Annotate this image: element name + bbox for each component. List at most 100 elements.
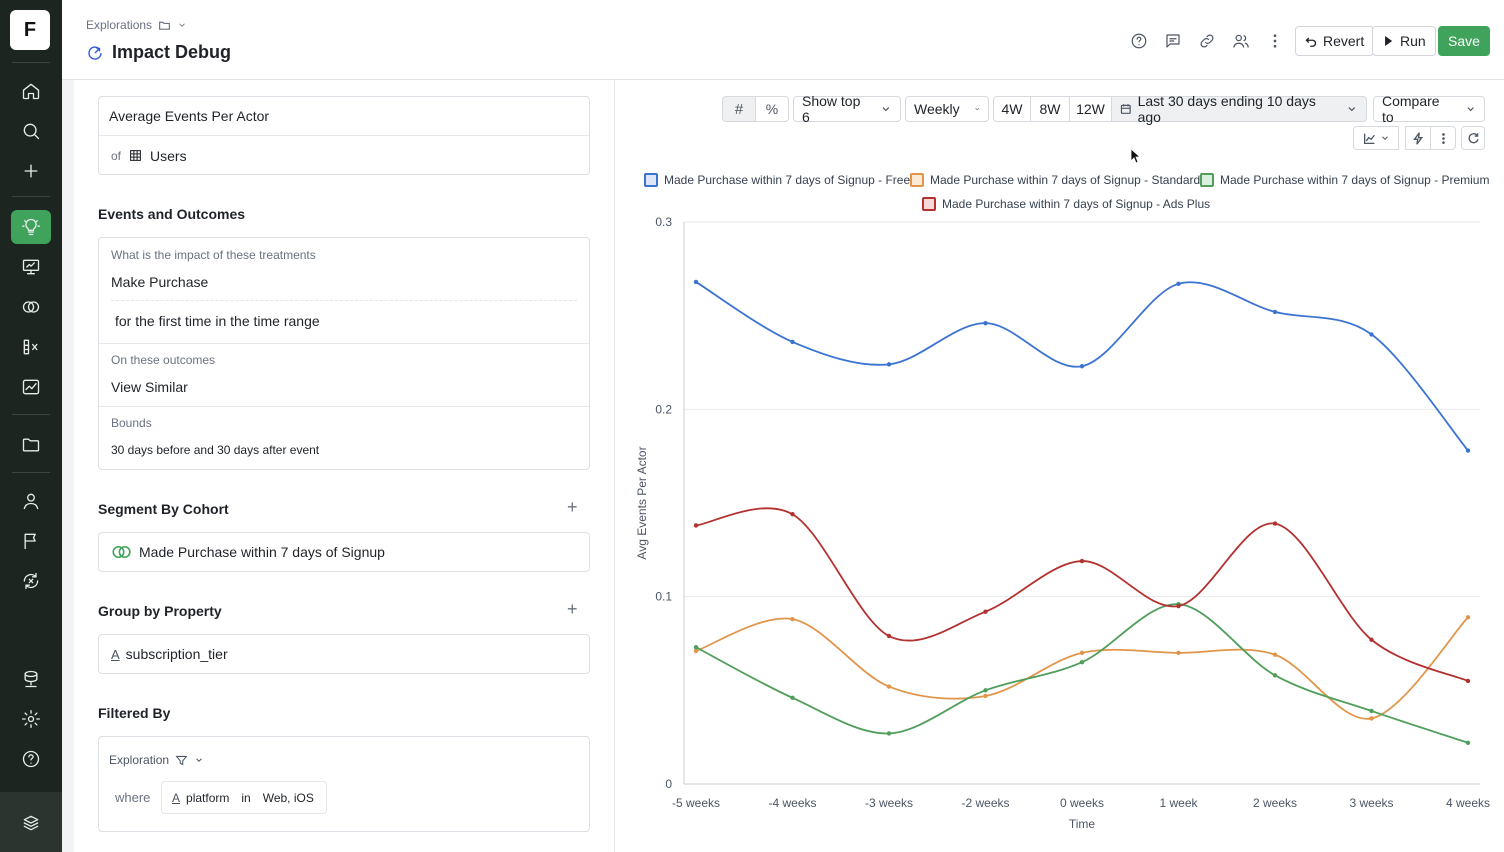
- treatments-label: What is the impact of these treatments: [111, 248, 316, 262]
- series-point-2: [886, 731, 892, 736]
- text-property-icon: A: [111, 646, 120, 662]
- series-line-1: [695, 616, 1469, 720]
- x-tick-label: 1 week: [1159, 796, 1198, 810]
- folder-icon[interactable]: [158, 19, 171, 32]
- lightbulb-icon[interactable]: [11, 210, 51, 244]
- chevron-down-icon: [1381, 136, 1388, 140]
- refresh-icon: [1468, 132, 1479, 143]
- app-logo[interactable]: F: [10, 10, 50, 50]
- x-tick-label: -2 weeks: [961, 796, 1009, 810]
- chart-more-button[interactable]: [1430, 126, 1456, 150]
- legend-swatch: [1200, 173, 1214, 187]
- database-icon[interactable]: [11, 662, 51, 696]
- legend-item-premium[interactable]: Made Purchase within 7 days of Signup - …: [1200, 173, 1489, 187]
- refresh-button[interactable]: [1461, 126, 1485, 150]
- insights-button[interactable]: [1405, 126, 1431, 150]
- range-4w-button[interactable]: 4W: [993, 96, 1031, 122]
- folder-icon[interactable]: [11, 428, 51, 462]
- add-segment-button[interactable]: +: [567, 497, 578, 517]
- plus-icon[interactable]: [11, 154, 51, 188]
- revert-button[interactable]: Revert: [1295, 26, 1375, 56]
- filter-operator[interactable]: in: [241, 790, 251, 805]
- rail-divider: [12, 196, 50, 197]
- experiments-icon[interactable]: [11, 564, 51, 598]
- breadcrumb-label[interactable]: Explorations: [86, 18, 153, 32]
- entity-label[interactable]: Users: [150, 147, 187, 164]
- filter-scope[interactable]: Exploration: [109, 753, 170, 767]
- bounds-value[interactable]: 30 days before and 30 days after event: [111, 443, 320, 457]
- play-icon: [1385, 35, 1393, 47]
- comment-icon[interactable]: [1162, 28, 1184, 54]
- treatment-event[interactable]: Make Purchase: [111, 274, 209, 290]
- compare-dropdown[interactable]: Compare to: [1373, 93, 1485, 125]
- series-point-2: [693, 645, 699, 650]
- chevron-down-icon: [1467, 107, 1474, 112]
- series-point-0: [1369, 332, 1374, 337]
- legend-label: Made Purchase within 7 days of Signup - …: [664, 173, 911, 187]
- run-button[interactable]: Run: [1372, 26, 1436, 56]
- number-format-button[interactable]: #: [722, 96, 756, 122]
- flag-icon[interactable]: [11, 524, 51, 558]
- presentation-icon[interactable]: [11, 250, 51, 284]
- user-icon[interactable]: [11, 484, 51, 518]
- filter-values[interactable]: Web, iOS: [262, 790, 314, 805]
- legend-item-ads-plus[interactable]: Made Purchase within 7 days of Signup - …: [922, 197, 1210, 211]
- metrics-icon[interactable]: [11, 370, 51, 404]
- legend-item-free[interactable]: Made Purchase within 7 days of Signup - …: [644, 173, 910, 187]
- metric-label[interactable]: Average Events Per Actor: [109, 108, 270, 124]
- treatment-divider: [111, 300, 577, 301]
- series-point-1: [1369, 716, 1374, 721]
- group-card[interactable]: A subscription_tier: [98, 634, 590, 674]
- date-range-picker[interactable]: Last 30 days ending 10 days ago: [1111, 93, 1367, 125]
- granularity-dropdown[interactable]: Weekly: [905, 96, 989, 122]
- link-icon[interactable]: [1196, 28, 1218, 54]
- line-chart[interactable]: 0 0.1 0.2 0.3 -5 weeks -4 weeks -3 weeks -2 wee…: [620, 210, 1500, 850]
- series-point-0: [983, 320, 988, 326]
- share-users-icon[interactable]: [1230, 28, 1252, 54]
- rail-divider: [12, 472, 50, 473]
- cohorts-icon[interactable]: [11, 290, 51, 324]
- metric-entity-row[interactable]: of Users: [99, 136, 589, 175]
- legend-label: Made Purchase within 7 days of Signup - …: [942, 197, 1211, 211]
- treatment-qualifier[interactable]: for the first time in the time range: [115, 313, 320, 329]
- range-12w-button[interactable]: 12W: [1069, 96, 1112, 122]
- metric-selector[interactable]: Average Events Per Actor: [99, 97, 589, 136]
- filter-condition[interactable]: A platform in Web, iOS: [161, 781, 327, 814]
- legend-swatch: [644, 173, 658, 187]
- segment-value[interactable]: Made Purchase within 7 days of Signup: [139, 544, 385, 560]
- filter-property[interactable]: platform: [186, 790, 230, 805]
- add-group-button[interactable]: +: [567, 599, 578, 619]
- formula-icon[interactable]: [11, 330, 51, 364]
- legend-item-standard[interactable]: Made Purchase within 7 days of Signup - …: [910, 173, 1200, 187]
- workspace-icon[interactable]: [11, 806, 51, 840]
- series-point-2: [1272, 673, 1278, 678]
- outcome-event[interactable]: View Similar: [111, 379, 188, 395]
- chevron-down-icon: [882, 107, 890, 112]
- segment-card[interactable]: Made Purchase within 7 days of Signup: [98, 532, 590, 572]
- more-vertical-icon[interactable]: [1264, 28, 1286, 54]
- range-8w-button[interactable]: 8W: [1030, 96, 1070, 122]
- breadcrumb[interactable]: Explorations: [86, 18, 187, 32]
- chart-type-dropdown[interactable]: [1353, 126, 1399, 150]
- filter-section-title: Filtered By: [98, 705, 171, 721]
- save-button[interactable]: Save: [1438, 26, 1490, 56]
- chevron-down-icon: [196, 758, 202, 762]
- home-icon[interactable]: [11, 74, 51, 108]
- show-top-dropdown[interactable]: Show top 6: [793, 93, 901, 125]
- x-tick-label: 0 weeks: [1060, 796, 1104, 810]
- group-value[interactable]: subscription_tier: [125, 646, 228, 662]
- percent-format-button[interactable]: %: [755, 96, 789, 122]
- panel-divider[interactable]: [614, 80, 615, 852]
- help-icon[interactable]: [11, 742, 51, 776]
- search-icon[interactable]: [11, 114, 51, 148]
- chevron-down-icon[interactable]: [177, 20, 187, 30]
- series-point-0: [1465, 448, 1471, 453]
- legend-label: Made Purchase within 7 days of Signup - …: [930, 173, 1201, 187]
- rail-footer: [0, 792, 62, 852]
- series-point-3: [1465, 678, 1471, 684]
- help-icon[interactable]: [1128, 28, 1150, 54]
- filter-scope-selector[interactable]: Exploration: [109, 753, 204, 767]
- filter-where: where: [115, 790, 151, 805]
- gear-icon[interactable]: [11, 702, 51, 736]
- page-title: Impact Debug: [86, 42, 231, 63]
